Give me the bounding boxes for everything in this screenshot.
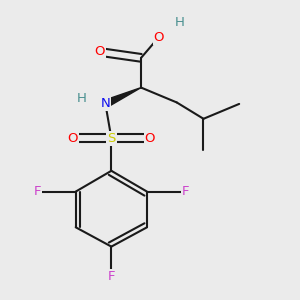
Text: O: O — [94, 45, 105, 58]
Text: O: O — [68, 132, 78, 145]
Text: H: H — [175, 16, 185, 29]
Text: F: F — [182, 185, 189, 198]
Text: F: F — [33, 185, 41, 198]
Polygon shape — [104, 88, 141, 107]
Text: H: H — [77, 92, 87, 105]
Text: O: O — [154, 31, 164, 44]
Text: S: S — [107, 132, 116, 145]
Text: F: F — [108, 270, 115, 283]
Text: N: N — [100, 98, 110, 110]
Text: O: O — [145, 132, 155, 145]
